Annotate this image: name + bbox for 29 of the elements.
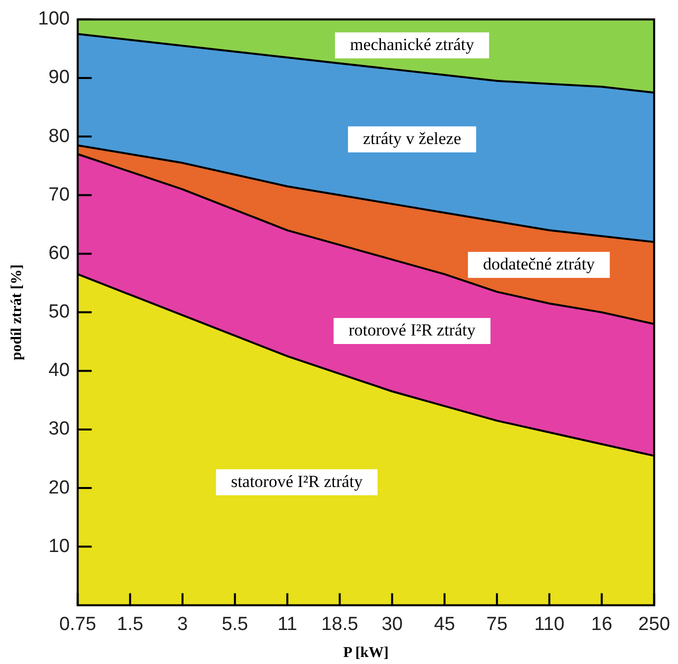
y-tick-label: 10 bbox=[48, 536, 70, 557]
y-tick-label: 60 bbox=[48, 242, 70, 264]
y-axis-title: podíl ztrát [%] bbox=[8, 264, 25, 360]
x-tick-label: 45 bbox=[434, 614, 456, 635]
series-label: statorové I²R ztráty bbox=[230, 472, 364, 491]
x-tick-label: 250 bbox=[638, 614, 670, 635]
x-tick-label: 1.5 bbox=[116, 614, 144, 635]
series-label: rotorové I²R ztráty bbox=[348, 320, 476, 340]
series-label: mechanické ztráty bbox=[350, 34, 475, 54]
y-tick-label: 70 bbox=[48, 184, 70, 206]
series-label: ztráty v železe bbox=[362, 128, 462, 148]
series-label: dodatečné ztráty bbox=[482, 254, 596, 274]
x-tick-label: 0.75 bbox=[59, 614, 96, 635]
x-tick-label: 75 bbox=[486, 614, 508, 635]
y-tick-label: 20 bbox=[48, 477, 70, 498]
x-tick-label: 5.5 bbox=[222, 614, 248, 635]
x-tick-label: 30 bbox=[382, 614, 403, 635]
x-tick-label: 16 bbox=[591, 614, 612, 635]
y-tick-label: 90 bbox=[48, 67, 70, 88]
y-tick-label: 40 bbox=[48, 360, 70, 382]
y-tick-label: 100 bbox=[38, 8, 70, 30]
x-axis-title: P [kW] bbox=[343, 644, 389, 661]
x-tick-label: 11 bbox=[277, 614, 298, 635]
y-tick-label: 50 bbox=[48, 302, 70, 323]
y-tick-label: 30 bbox=[48, 418, 70, 440]
x-tick-label: 110 bbox=[534, 614, 564, 635]
x-tick-label: 3 bbox=[177, 614, 188, 635]
x-tick-label: 18.5 bbox=[321, 614, 358, 635]
y-tick-label: 80 bbox=[48, 126, 70, 147]
